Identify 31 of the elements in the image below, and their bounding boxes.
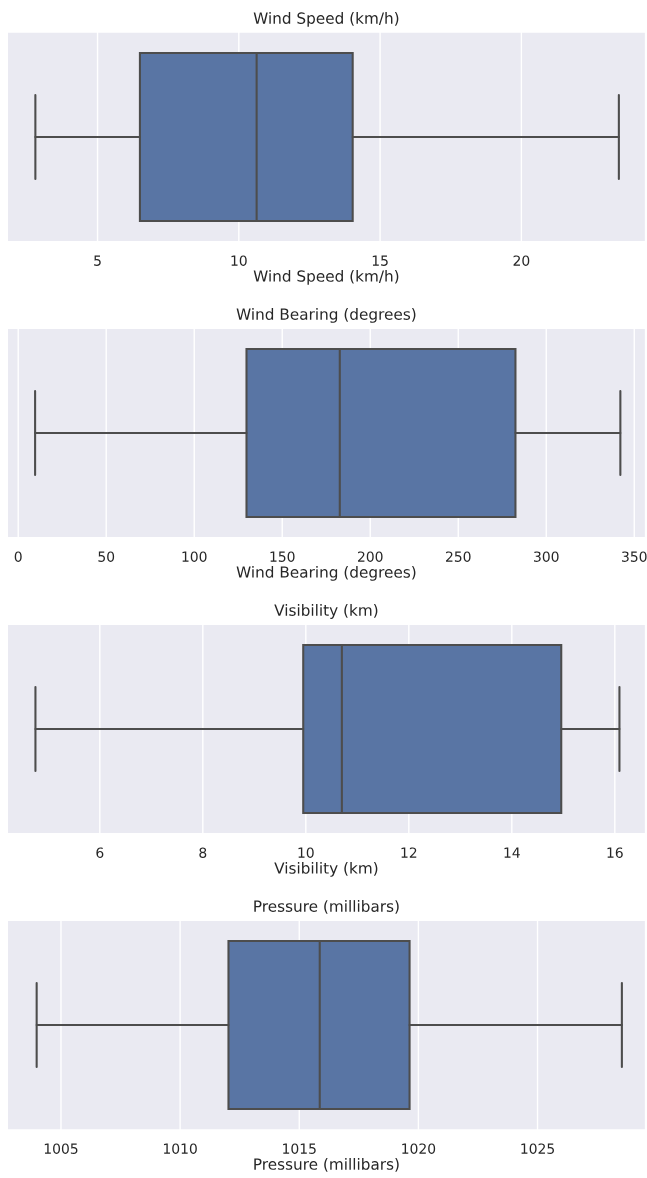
x-tick-label: 150 <box>270 551 295 562</box>
x-tick-label: 6 <box>96 847 104 858</box>
x-tick-label: 300 <box>534 551 559 562</box>
chart-title: Wind Bearing (degrees) <box>236 308 416 323</box>
x-tick-label: 10 <box>231 255 247 266</box>
x-tick-label: 1020 <box>402 1143 436 1154</box>
x-tick-label: 20 <box>513 255 530 266</box>
x-tick-label: 1010 <box>163 1143 197 1154</box>
x-tick-label: 50 <box>98 551 115 562</box>
x-tick-label: 350 <box>622 551 647 562</box>
x-tick-label: 14 <box>504 847 520 858</box>
x-axis-title: Wind Bearing (degrees) <box>236 565 416 581</box>
x-tick-label: 1005 <box>44 1143 78 1154</box>
x-axis-title: Pressure (millibars) <box>254 1158 399 1172</box>
x-axis-title: Visibility (km) <box>274 862 378 877</box>
x-tick-label: 250 <box>446 551 471 562</box>
x-tick-label: 12 <box>401 847 417 858</box>
chart-title: Wind Speed (km/h) <box>253 12 399 27</box>
x-tick-label: 15 <box>372 255 388 266</box>
x-tick-label: 1025 <box>521 1143 554 1154</box>
x-axis-title: Wind Speed (km/h) <box>253 269 399 285</box>
x-tick-label: 0 <box>14 551 22 562</box>
x-tick-label: 8 <box>199 847 207 858</box>
x-tick-label: 1015 <box>283 1143 316 1154</box>
chart-title: Pressure (millibars) <box>254 900 399 914</box>
x-tick-label: 10 <box>298 847 314 858</box>
x-tick-label: 16 <box>607 847 623 858</box>
x-tick-label: 200 <box>358 551 383 562</box>
x-tick-label: 100 <box>182 551 207 562</box>
x-tick-label: 5 <box>94 255 101 266</box>
chart-title: Visibility (km) <box>274 604 378 619</box>
